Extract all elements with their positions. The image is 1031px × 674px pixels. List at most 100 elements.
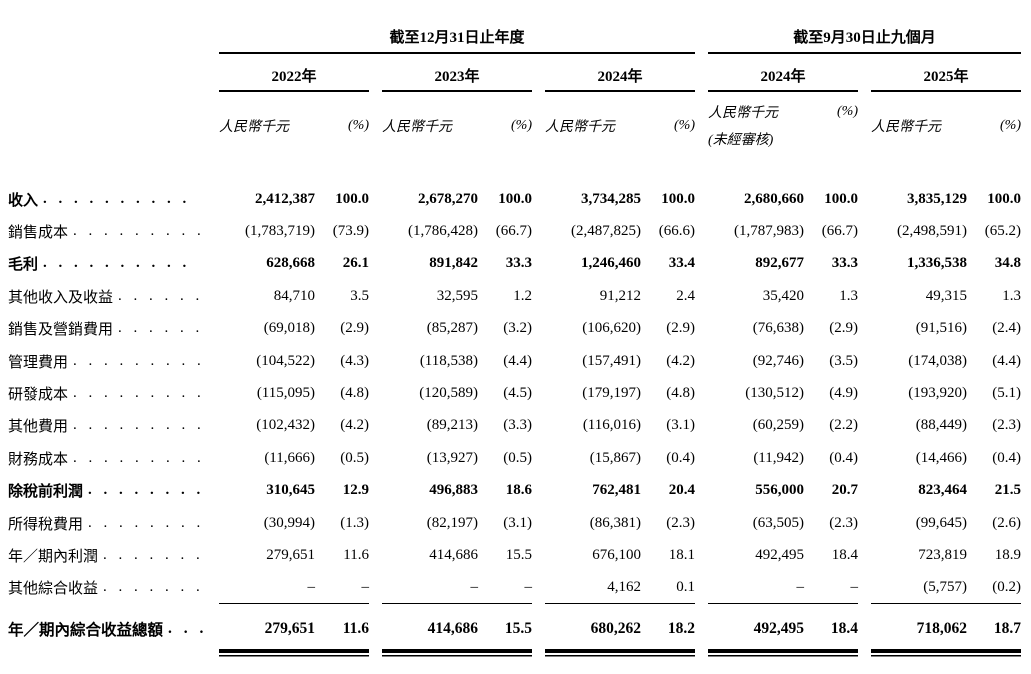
column-group: (99,645) (2.6) xyxy=(871,507,1021,539)
year-header-2024: 2024年 xyxy=(545,54,695,92)
pct-cell: (1.3) xyxy=(340,514,369,531)
dot-leader: . . . . . . . xyxy=(103,546,204,563)
value-cell: 310,645 xyxy=(266,482,315,499)
pct-cell: (2.3) xyxy=(992,417,1021,434)
column-group: 718,062 18.7 xyxy=(871,610,1021,648)
table-body: 收入 . . . . . . . . . . 2,412,387 100.0 2,… xyxy=(8,183,1023,648)
pct-cell: (66.6) xyxy=(658,223,695,240)
column-group: 4,162 0.1 xyxy=(545,572,695,605)
pct-cell: 18.6 xyxy=(505,482,532,499)
row-label: 其他收入及收益 . . . . . . xyxy=(8,280,206,312)
period-group-nine-months: 截至9月30日止九個月 xyxy=(708,14,1021,54)
pct-cell: 2.4 xyxy=(676,287,695,304)
value-cell: (115,095) xyxy=(256,385,315,402)
pct-cell: 20.4 xyxy=(668,482,695,499)
row-label-text: 除稅前利潤 xyxy=(8,484,84,501)
dot-leader: . . . . . . . . xyxy=(103,579,204,596)
pct-cell: (2.9) xyxy=(340,320,369,337)
unit-header: 人民幣千元 xyxy=(871,119,941,135)
pct-cell: 18.9 xyxy=(994,546,1021,563)
table-row: 銷售成本 . . . . . . . . . (1,783,719) (73.9)… xyxy=(8,215,1023,247)
column-group: (63,505) (2.3) xyxy=(708,507,858,539)
pct-cell: (2.4) xyxy=(992,320,1021,337)
column-group: 556,000 20.7 xyxy=(708,475,858,507)
column-group: (115,095) (4.8) xyxy=(219,377,369,409)
pct-header: (%) xyxy=(674,117,695,133)
period-group-annual-title: 截至12月31日止年度 xyxy=(389,30,525,46)
value-cell: (86,381) xyxy=(589,514,641,531)
rule-group xyxy=(871,649,1021,658)
year-header-2024-9m: 2024年 xyxy=(708,54,858,92)
value-cell: (60,259) xyxy=(752,417,804,434)
column-group: – – xyxy=(219,572,369,605)
value-cell: 279,651 xyxy=(266,546,315,563)
pct-cell: (0.2) xyxy=(967,572,1021,605)
rule-cell xyxy=(219,649,315,658)
column-group: (11,942) (0.4) xyxy=(708,442,858,474)
row-label: 年／期內綜合收益總額 . . . xyxy=(8,610,206,648)
label-column-spacer xyxy=(8,102,206,149)
column-group: 891,842 33.3 xyxy=(382,248,532,280)
value-cell: 414,686 xyxy=(429,546,478,563)
column-group: (157,491) (4.2) xyxy=(545,345,695,377)
column-group: 628,668 26.1 xyxy=(219,248,369,280)
value-cell: (2,487,825) xyxy=(571,223,641,240)
column-group: (2,487,825) (66.6) xyxy=(545,215,695,247)
value-cell: (30,994) xyxy=(263,514,315,531)
pct-cell: (0.5) xyxy=(340,449,369,466)
pct-cell: 100.0 xyxy=(987,190,1021,207)
pct-cell: (3.5) xyxy=(829,352,858,369)
column-group: 310,645 12.9 xyxy=(219,475,369,507)
row-label-text: 其他費用 xyxy=(8,419,69,436)
value-cell: 49,315 xyxy=(925,287,967,304)
pct-cell: (5.1) xyxy=(992,385,1021,402)
pct-cell: (4.8) xyxy=(340,385,369,402)
value-cell: 556,000 xyxy=(755,482,804,499)
rule-cell xyxy=(641,649,695,658)
value-cell: (14,466) xyxy=(915,449,967,466)
value-cell: – xyxy=(382,572,478,605)
unit-header: 人民幣千元 xyxy=(708,106,778,121)
column-group: – – xyxy=(708,572,858,605)
column-group: 279,651 11.6 xyxy=(219,539,369,571)
value-cell: 892,677 xyxy=(755,255,804,272)
value-cell: – xyxy=(708,572,804,605)
column-group: (69,018) (2.9) xyxy=(219,313,369,345)
column-group: (193,920) (5.1) xyxy=(871,377,1021,409)
table-row: 所得稅費用 . . . . . . . . (30,994) (1.3) (82,… xyxy=(8,507,1023,539)
column-group: (116,016) (3.1) xyxy=(545,410,695,442)
value-cell: (2,498,591) xyxy=(897,223,967,240)
period-group-header-row: 截至12月31日止年度 截至9月30日止九個月 xyxy=(8,14,1023,54)
column-group: 492,495 18.4 xyxy=(708,539,858,571)
pct-cell: 1.3 xyxy=(839,287,858,304)
pct-cell: 100.0 xyxy=(661,190,695,207)
dot-leader: . . . . . . . . . xyxy=(73,352,205,369)
value-cell: 35,420 xyxy=(762,287,804,304)
column-group: (86,381) (2.3) xyxy=(545,507,695,539)
total-double-rule xyxy=(315,649,369,658)
column-group: 2,680,660 100.0 xyxy=(708,183,858,215)
pct-cell: 18.4 xyxy=(831,546,858,563)
pct-cell: 1.3 xyxy=(1002,287,1021,304)
column-group: 676,100 18.1 xyxy=(545,539,695,571)
dot-leader: . . . . . . xyxy=(118,287,204,304)
column-group: (106,620) (2.9) xyxy=(545,313,695,345)
dot-leader: . . . . . . . . . xyxy=(73,385,205,402)
pct-cell: (4.2) xyxy=(666,352,695,369)
pct-cell: (73.9) xyxy=(332,223,369,240)
value-cell: 2,412,387 xyxy=(255,190,315,207)
value-cell: 492,495 xyxy=(753,620,804,638)
value-cell: (104,522) xyxy=(256,352,315,369)
rule-cell xyxy=(708,649,804,658)
total-double-rule xyxy=(871,649,967,658)
period-group-nine-months-title: 截至9月30日止九個月 xyxy=(793,30,936,46)
value-cell: (89,213) xyxy=(426,417,478,434)
value-cell: (193,920) xyxy=(908,385,967,402)
pct-cell: (4.2) xyxy=(340,417,369,434)
value-cell: (92,746) xyxy=(752,352,804,369)
table-row: 管理費用 . . . . . . . . . (104,522) (4.3) (1… xyxy=(8,345,1023,377)
pct-cell: (2.3) xyxy=(666,514,695,531)
pct-cell: 33.4 xyxy=(668,255,695,272)
